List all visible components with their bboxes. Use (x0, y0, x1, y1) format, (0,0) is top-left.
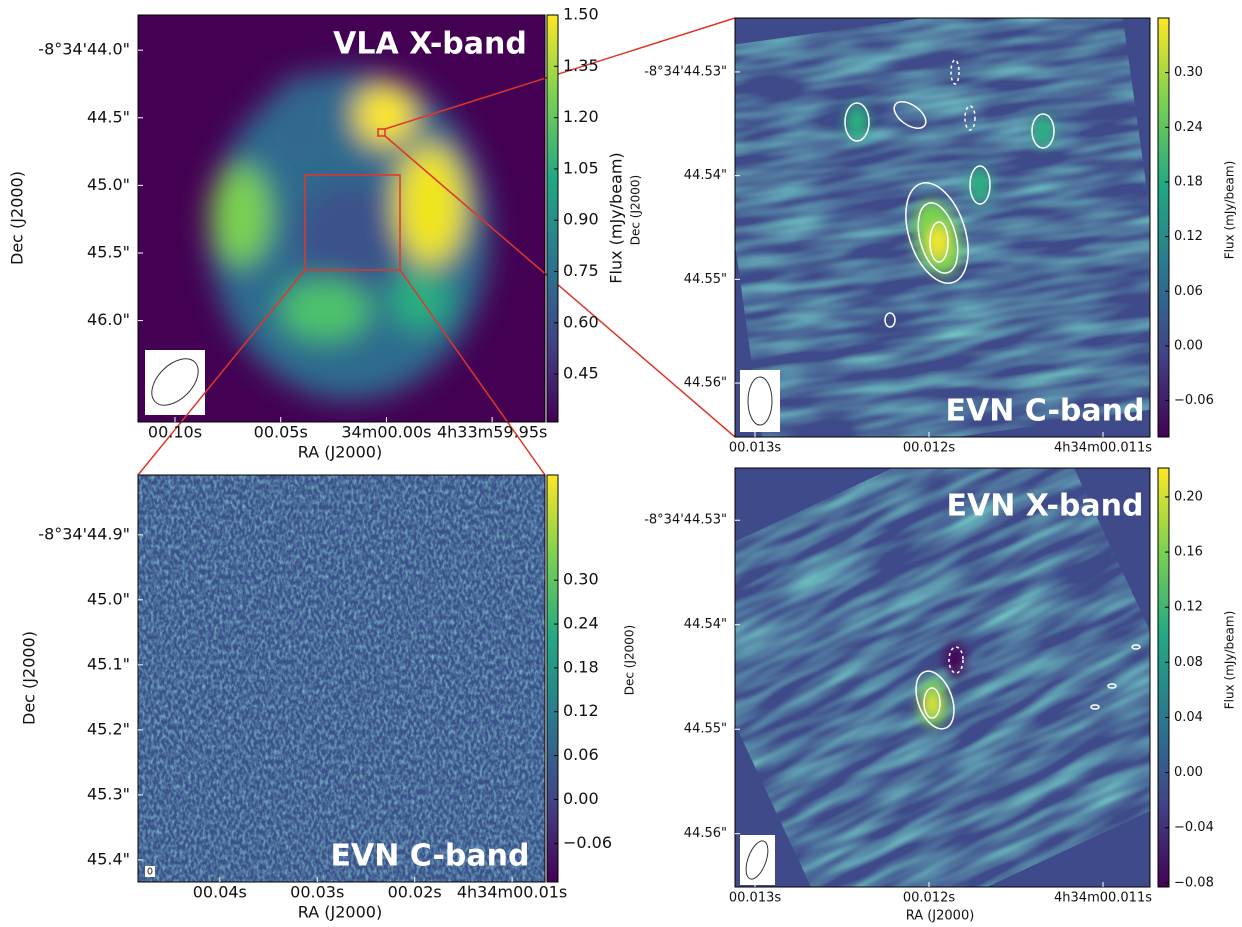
colorbar-tick-label: −0.04 (1174, 820, 1214, 835)
y-tick-label: -8°34'44.0" (38, 40, 130, 59)
x-tick-label: 00.10s (148, 423, 202, 442)
x-tick-label: 00.013s (729, 891, 781, 906)
x-tick-label: 00.03s (290, 883, 344, 902)
y-tick-label: -8°34'44.53" (644, 513, 727, 528)
y-tick-label: 45.0" (87, 175, 130, 194)
x-tick-label: 4h33m59.95s (437, 423, 547, 442)
colorbar-tick-label: 0.08 (1174, 655, 1203, 670)
colorbar-tick-label: −0.06 (1174, 393, 1214, 408)
y-tick-label: 44.5" (87, 107, 130, 126)
colorbar-label: Flux (mJy/beam) (607, 152, 626, 283)
frame (734, 467, 1151, 888)
evn-c-image (735, 18, 1150, 437)
colorbar-tick-label: 0.06 (1174, 284, 1203, 299)
x-tick-label: 00.012s (903, 891, 955, 906)
x-tick-label: 34m00.00s (341, 423, 431, 442)
colorbar (546, 14, 559, 423)
beam (747, 376, 773, 426)
x-tick-label: 00.012s (903, 441, 955, 456)
x-axis-label: RA (J2000) (298, 903, 382, 922)
colorbar (1157, 467, 1170, 888)
y-tick-label: 46.0" (87, 310, 130, 329)
y-tick-label: 44.56" (684, 376, 727, 391)
evn-c-wide-image (138, 475, 545, 882)
colorbar-tick-label: 0.30 (563, 570, 599, 589)
colorbar-tick-label: −0.08 (1174, 875, 1214, 890)
colorbar-tick-label: 1.50 (563, 5, 599, 24)
colorbar-tick-label: 0.06 (563, 745, 599, 764)
colorbar-tick-label: 0.18 (563, 657, 599, 676)
zoom-box (304, 174, 401, 271)
zoom-lines (137, 17, 736, 476)
panel-title: EVN C-band (331, 839, 530, 874)
y-tick-label: -8°34'44.53" (644, 64, 727, 79)
colorbar-tick-label: 1.35 (563, 56, 599, 75)
colorbar (546, 474, 559, 883)
y-tick-label: 45.0" (87, 589, 130, 608)
panel-title: EVN X-band (947, 489, 1144, 524)
frame (137, 14, 546, 423)
y-tick-label: 45.5" (87, 242, 130, 261)
x-tick-label: 00.04s (193, 883, 247, 902)
colorbar-tick-label: 0.24 (1174, 120, 1203, 135)
colorbar-tick-label: 1.05 (563, 158, 599, 177)
x-axis-label: RA (J2000) (298, 443, 382, 462)
colorbar-tick-label: 0.00 (1174, 765, 1203, 780)
colorbar (1157, 17, 1170, 438)
y-axis-label: Dec (J2000) (623, 625, 637, 695)
colorbar-tick-label: 0.60 (563, 312, 599, 331)
colorbar-tick-label: 0.20 (1174, 489, 1203, 504)
y-axis-label: Dec (J2000) (8, 171, 27, 265)
y-tick-label: 45.1" (87, 654, 130, 673)
colorbar-tick-label: 0.75 (563, 261, 599, 280)
x-tick-label: 00.05s (254, 423, 308, 442)
x-tick-label: 4h34m00.011s (1054, 441, 1152, 456)
beam (147, 867, 153, 875)
x-tick-label: 00.02s (388, 883, 442, 902)
evn-x-image (735, 468, 1150, 887)
colorbar-tick-label: 0.90 (563, 210, 599, 229)
y-axis-label: Dec (J2000) (629, 175, 643, 245)
colorbar-label: Flux (mJy/beam) (1223, 611, 1237, 710)
colorbar-tick-label: 0.16 (1174, 545, 1203, 560)
y-tick-label: -8°34'44.9" (38, 524, 130, 543)
y-tick-label: 44.55" (684, 272, 727, 287)
y-tick-label: 44.54" (684, 617, 727, 632)
colorbar-tick-label: 1.20 (563, 107, 599, 126)
panel-title: VLA X-band (333, 27, 527, 62)
colorbar-tick-label: 0.45 (563, 364, 599, 383)
beam (151, 358, 199, 406)
colorbar-tick-label: −0.06 (563, 833, 612, 852)
x-axis-label: RA (J2000) (906, 909, 975, 924)
panel-title: EVN C-band (946, 394, 1145, 429)
colorbar-tick-label: 0.12 (1174, 229, 1203, 244)
y-tick-label: 44.55" (684, 722, 727, 737)
colorbar-tick-label: 0.30 (1174, 65, 1203, 80)
colorbar-tick-label: 0.04 (1174, 710, 1203, 725)
colorbar-tick-label: 0.00 (563, 789, 599, 808)
x-tick-label: 4h34m00.01s (457, 883, 567, 902)
y-tick-label: 45.2" (87, 719, 130, 738)
y-axis-label: Dec (J2000) (20, 631, 39, 725)
colorbar-tick-label: 0.12 (563, 701, 599, 720)
y-tick-label: 45.4" (87, 849, 130, 868)
colorbar-tick-label: 0.18 (1174, 174, 1203, 189)
colorbar-tick-label: 0.24 (563, 614, 599, 633)
y-tick-label: 45.3" (87, 784, 130, 803)
colorbar-label: Flux (mJy/beam) (1223, 161, 1237, 260)
beam-box (740, 370, 780, 432)
x-tick-label: 00.013s (729, 441, 781, 456)
colorbar-tick-label: 0.12 (1174, 600, 1203, 615)
frame (734, 17, 1151, 438)
y-tick-label: 44.54" (684, 168, 727, 183)
frame (137, 474, 546, 883)
beam-box (145, 866, 155, 877)
zoom-box (377, 128, 386, 137)
x-tick-label: 4h34m00.011s (1054, 891, 1152, 906)
colorbar-tick-label: 0.00 (1174, 338, 1203, 353)
vla-image (138, 15, 545, 422)
y-tick-label: 44.56" (684, 826, 727, 841)
beam (745, 840, 769, 880)
